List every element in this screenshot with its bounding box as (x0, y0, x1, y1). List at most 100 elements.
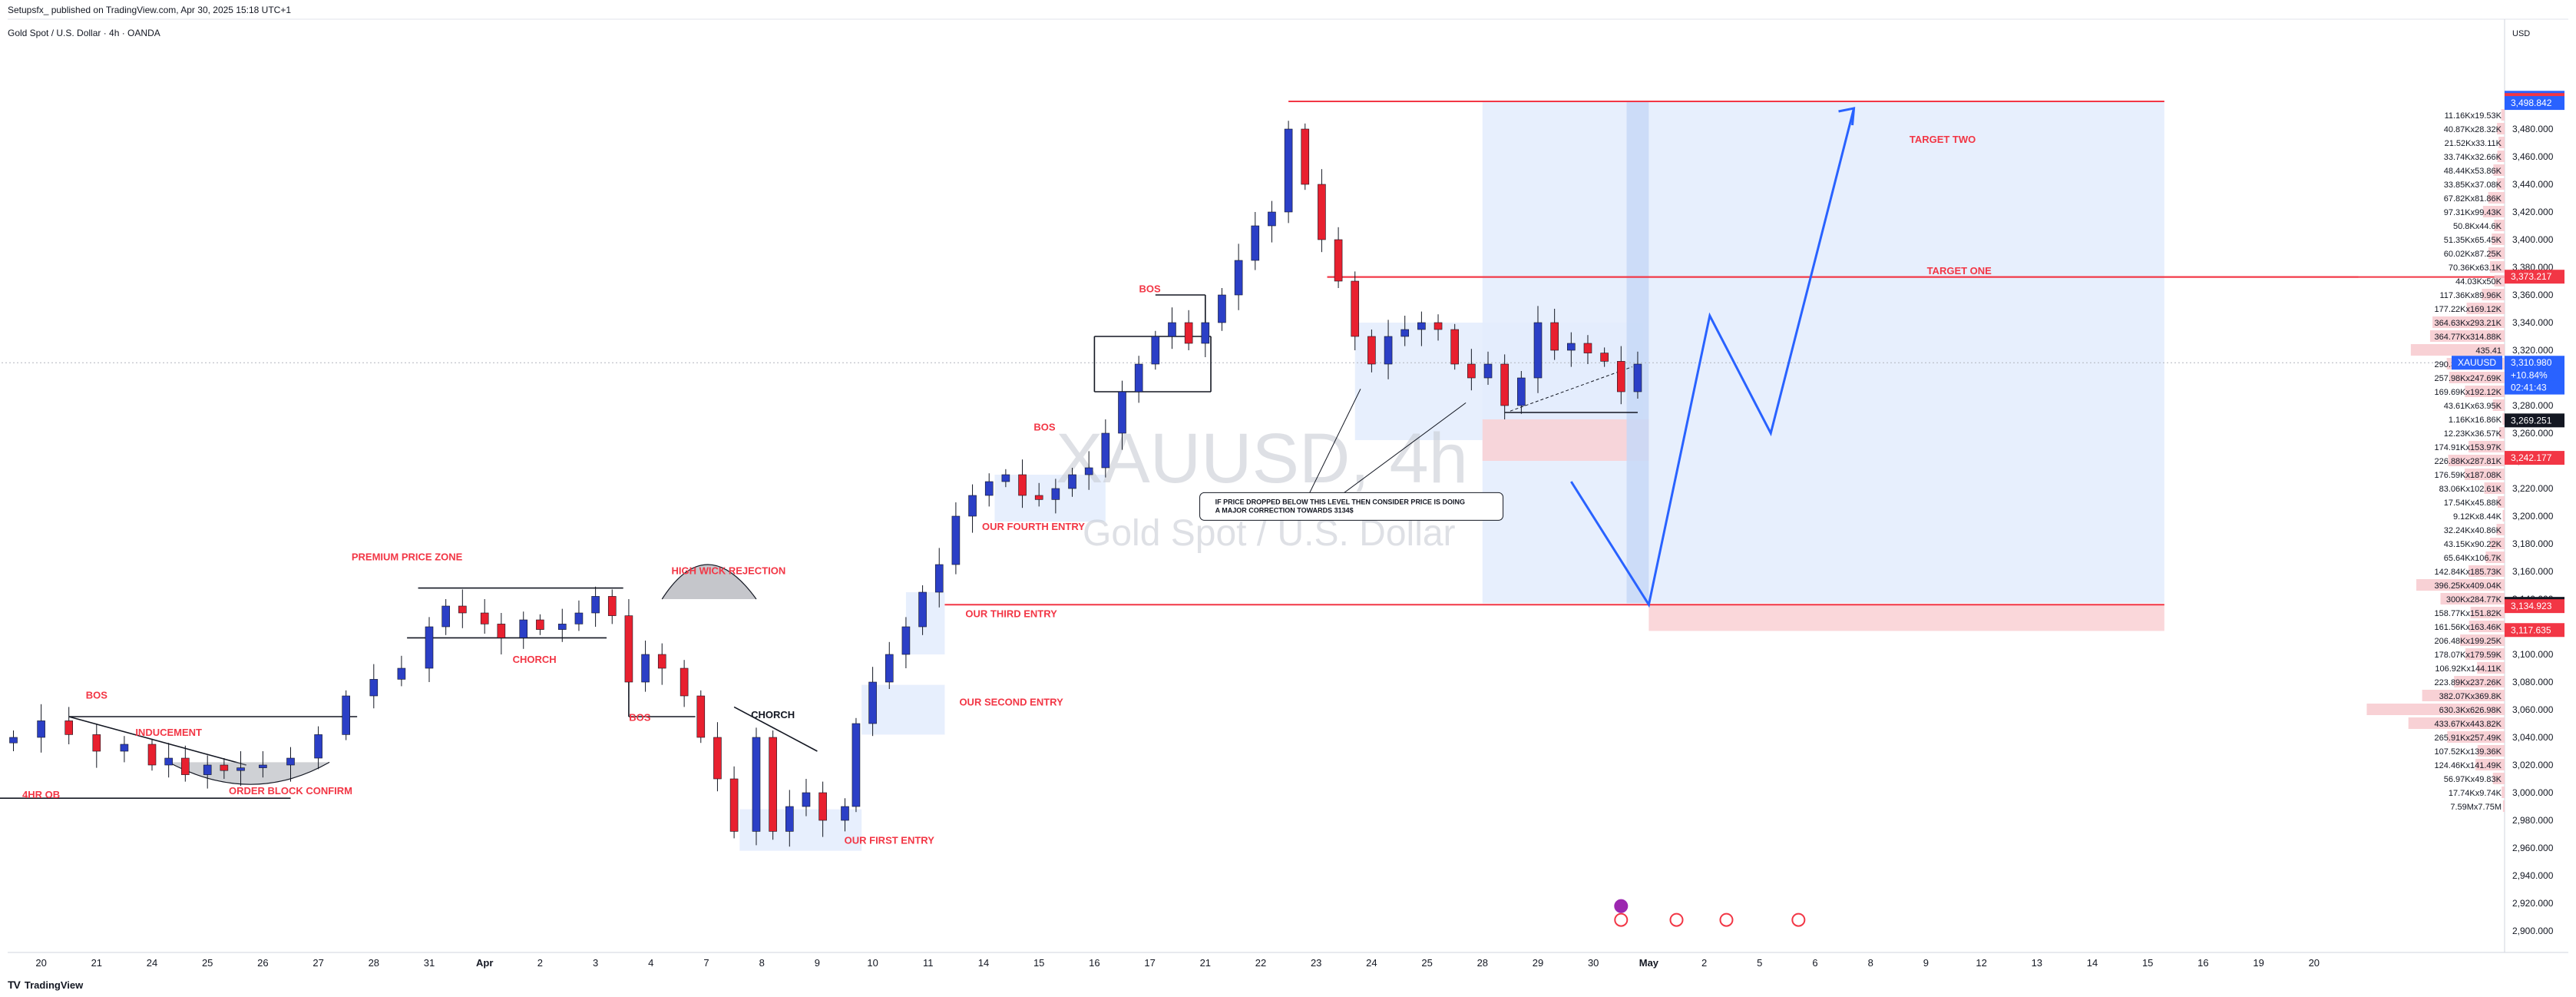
candle-up[interactable] (120, 744, 129, 752)
event-marker-icon[interactable] (1669, 913, 1684, 927)
candle-down[interactable] (696, 695, 706, 738)
annotation-label[interactable]: OUR SECOND ENTRY (959, 697, 1063, 708)
structure-line[interactable] (733, 706, 818, 752)
candle-up[interactable] (951, 515, 961, 565)
candle-up[interactable] (1134, 363, 1143, 393)
event-marker-icon[interactable] (1614, 899, 1629, 913)
high-wick-rejection-arc[interactable] (661, 564, 757, 600)
candle-up[interactable] (1400, 329, 1410, 337)
candle-up[interactable] (286, 757, 295, 766)
annotation-label[interactable]: CHORCH (751, 709, 795, 720)
candle-up[interactable] (369, 679, 379, 697)
candle-up[interactable] (1567, 343, 1576, 351)
candle-up[interactable] (1234, 260, 1243, 296)
candle-up[interactable] (1201, 322, 1210, 344)
candle-down[interactable] (480, 612, 489, 624)
candle-up[interactable] (1051, 488, 1060, 500)
candle-down[interactable] (92, 734, 101, 752)
annotation-label[interactable]: OUR THIRD ENTRY (965, 608, 1057, 619)
candle-up[interactable] (1251, 225, 1260, 261)
candle-down[interactable] (220, 764, 229, 771)
candle-up[interactable] (885, 654, 894, 683)
candle-up[interactable] (802, 792, 811, 807)
candle-down[interactable] (680, 667, 689, 697)
annotation-label[interactable]: TARGET ONE (1927, 265, 1992, 277)
event-marker-icon[interactable] (1791, 913, 1806, 927)
candle-up[interactable] (203, 764, 212, 775)
event-marker-icon[interactable] (1614, 913, 1629, 927)
note-box[interactable] (1199, 492, 1504, 521)
candle-up[interactable] (425, 626, 434, 669)
candle-up[interactable] (441, 605, 450, 628)
annotation-label[interactable]: OUR FOURTH ENTRY (982, 521, 1085, 532)
candle-up[interactable] (785, 806, 794, 832)
candle-up[interactable] (984, 481, 994, 496)
price-tag[interactable] (2505, 96, 2564, 111)
candle-down[interactable] (1617, 361, 1625, 393)
chart-title[interactable]: Gold Spot / U.S. Dollar · 4h · OANDA (8, 28, 160, 38)
candle-down[interactable] (1367, 336, 1376, 365)
candle-up[interactable] (1284, 128, 1293, 213)
candle-up[interactable] (901, 626, 911, 655)
event-marker-icon[interactable] (1719, 913, 1734, 927)
candle-up[interactable] (9, 737, 18, 744)
price-tag[interactable] (2505, 623, 2564, 638)
candle-up[interactable] (591, 596, 600, 614)
candle-up[interactable] (918, 591, 927, 628)
candle-up[interactable] (841, 806, 849, 821)
candle-down[interactable] (1500, 363, 1509, 406)
candle-up[interactable] (259, 764, 267, 768)
candle-down[interactable] (1334, 239, 1343, 282)
candle-down[interactable] (497, 624, 506, 638)
candle-up[interactable] (1633, 363, 1642, 393)
candle-down[interactable] (1450, 329, 1459, 365)
long-position-stop-zone[interactable] (1648, 604, 2164, 631)
annotation-label[interactable]: ORDER BLOCK CONFIRM (229, 785, 352, 797)
candle-up[interactable] (934, 564, 944, 593)
candle-up[interactable] (852, 723, 861, 807)
candle-up[interactable] (164, 757, 173, 766)
candle-up[interactable] (1001, 474, 1010, 482)
candle-up[interactable] (557, 624, 567, 630)
candle-down[interactable] (1433, 322, 1443, 330)
annotation-label[interactable]: BOS (1033, 421, 1056, 432)
annotation-label[interactable]: BOS (1139, 283, 1162, 294)
candle-up[interactable] (236, 767, 245, 771)
candle-up[interactable] (314, 734, 322, 759)
candle-down[interactable] (1550, 322, 1559, 351)
candle-up[interactable] (1084, 467, 1093, 475)
price-tag[interactable] (2505, 270, 2564, 284)
recent-low-red-box[interactable] (1482, 419, 1649, 461)
price-tag[interactable] (2505, 599, 2564, 614)
candle-down[interactable] (713, 737, 722, 780)
structure-line[interactable] (68, 716, 246, 766)
candle-up[interactable] (968, 495, 977, 517)
candle-up[interactable] (1068, 474, 1076, 489)
annotation-label[interactable]: CHORCH (513, 654, 557, 665)
price-tag[interactable] (2505, 451, 2564, 465)
candle-down[interactable] (1018, 474, 1027, 496)
annotation-label[interactable]: BOS (629, 711, 651, 723)
candle-up[interactable] (574, 612, 584, 624)
trend-line[interactable] (1510, 366, 1632, 412)
candle-down[interactable] (624, 615, 633, 683)
annotation-label[interactable]: BOS (86, 690, 108, 701)
candle-up[interactable] (37, 720, 45, 738)
price-tag[interactable] (2505, 380, 2564, 395)
candle-down[interactable] (729, 778, 739, 832)
candle-up[interactable] (342, 695, 351, 735)
annotation-label[interactable]: INDUCEMENT (135, 727, 202, 738)
candle-down[interactable] (1600, 353, 1609, 362)
candle-up[interactable] (1417, 322, 1426, 330)
candle-up[interactable] (1533, 322, 1543, 379)
price-tag[interactable] (2505, 368, 2564, 383)
candle-up[interactable] (397, 667, 406, 680)
candle-down[interactable] (1034, 495, 1043, 500)
candle-up[interactable] (1268, 211, 1276, 227)
entry-box-fourth[interactable] (994, 475, 1106, 522)
candle-down[interactable] (181, 757, 190, 775)
projection-path[interactable] (1570, 108, 1855, 608)
candle-up[interactable] (1483, 363, 1493, 379)
candle-down[interactable] (1467, 363, 1476, 379)
candle-up[interactable] (1101, 432, 1110, 469)
